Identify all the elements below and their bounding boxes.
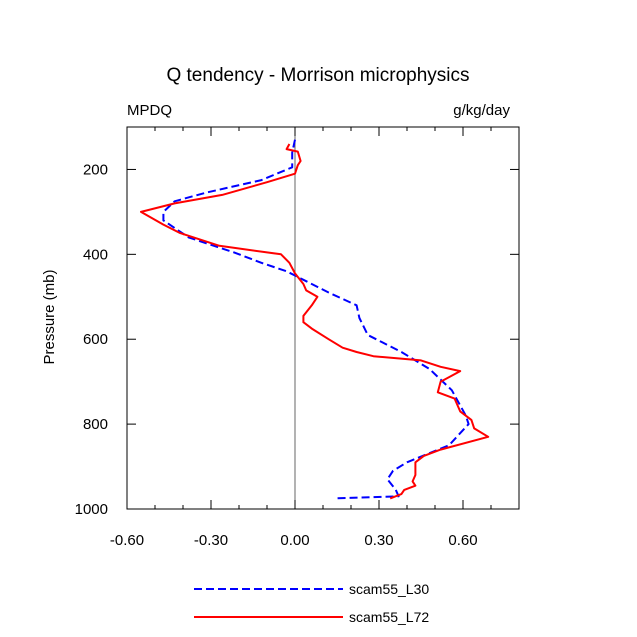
axis-ticks: -0.60 -0.30 0.00 0.30 0.60 200 400 600 800 1000 — [75, 127, 520, 549]
x-tick-label: -0.60 — [110, 532, 144, 549]
series-line-scam55-l72 — [140, 143, 490, 500]
chart-title: Q tendency - Morrison microphysics — [166, 65, 469, 86]
x-tick-label: 0.30 — [364, 532, 393, 549]
y-tick-label: 1000 — [75, 501, 108, 518]
legend: scam55_L30 scam55_L72 — [194, 581, 429, 625]
y-tick-label: 800 — [83, 416, 108, 433]
left-subtitle: MPDQ — [127, 102, 172, 119]
y-axis-label: Pressure (mb) — [41, 269, 58, 364]
series-layer — [140, 139, 490, 500]
legend-label: scam55_L72 — [349, 609, 429, 625]
y-tick-label: 600 — [83, 331, 108, 348]
right-subtitle: g/kg/day — [453, 102, 510, 119]
series-line-scam55-l30 — [162, 139, 470, 500]
plot-frame — [126, 126, 520, 510]
x-tick-label: 0.00 — [280, 532, 309, 549]
x-tick-label: -0.30 — [194, 532, 228, 549]
legend-label: scam55_L30 — [349, 581, 429, 597]
y-tick-label: 200 — [83, 161, 108, 178]
y-tick-label: 400 — [83, 246, 108, 263]
x-tick-label: 0.60 — [448, 532, 477, 549]
